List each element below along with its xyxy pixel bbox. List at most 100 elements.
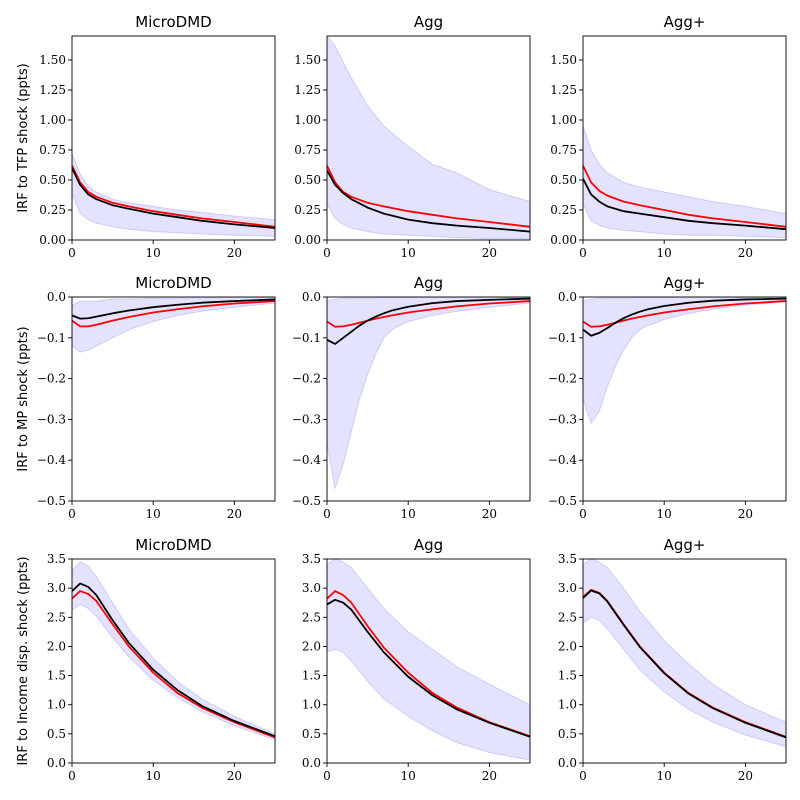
confidence-band xyxy=(327,297,530,489)
x-tick-label: 20 xyxy=(482,769,497,783)
series-line-black xyxy=(72,167,275,229)
series-line-red xyxy=(583,165,786,228)
y-tick-label: 0.0 xyxy=(47,290,66,304)
y-tick-label: −0.3 xyxy=(292,412,321,426)
confidence-band xyxy=(583,125,786,239)
confidence-band xyxy=(583,297,786,425)
axes-frame xyxy=(582,35,787,241)
y-tick-label: 1.25 xyxy=(39,83,66,97)
subplot-title: Agg+ xyxy=(664,274,706,292)
y-tick-label: 0.5 xyxy=(47,727,66,741)
axes-frame xyxy=(326,35,531,241)
y-tick-label: −0.4 xyxy=(292,453,322,467)
y-tick-label: −0.4 xyxy=(548,453,578,467)
x-tick-label: 20 xyxy=(482,246,497,260)
y-tick-label: −0.2 xyxy=(548,372,577,386)
x-tick-label: 10 xyxy=(657,246,672,260)
subplot-2: 0 10 20 0.00 0.25 0.50 0.75 1.00 1.25 1.50 Agg xyxy=(294,13,531,260)
y-tick-label: 2.5 xyxy=(558,610,577,624)
confidence-band xyxy=(583,559,786,748)
subplot-4: 0 10 20 0.0 −0.1 −0.2 −0.3 −0.4 −0.5 MicroDMD IRF … xyxy=(16,274,276,521)
confidence-band xyxy=(327,559,530,761)
x-tick-label: 10 xyxy=(657,769,672,783)
axes-frame xyxy=(582,558,787,764)
series-line-red xyxy=(327,300,530,328)
y-tick-label: 1.50 xyxy=(294,53,321,67)
x-tick-label: 20 xyxy=(227,769,242,783)
y-tick-label: 3.5 xyxy=(558,552,577,566)
axes-frame xyxy=(71,296,276,502)
y-tick-label: 0.25 xyxy=(39,203,66,217)
y-tick-label: 1.0 xyxy=(302,698,321,712)
y-tick-label: 2.5 xyxy=(302,610,321,624)
axes-frame xyxy=(71,35,276,241)
y-tick-label: 0.75 xyxy=(550,143,577,157)
y-tick-label: 0.0 xyxy=(302,290,321,304)
x-tick-label: 0 xyxy=(579,769,587,783)
x-tick-label: 10 xyxy=(401,246,416,260)
series-line-black xyxy=(72,298,275,320)
subplot-5: 0 10 20 0.0 −0.1 −0.2 −0.3 −0.4 −0.5 Agg xyxy=(292,274,531,521)
subplot-title: MicroDMD xyxy=(135,13,211,31)
subplot-title: Agg xyxy=(414,274,443,292)
y-axis-label: IRF to Income disp. shock (ppts) xyxy=(16,556,31,765)
y-tick-label: −0.5 xyxy=(37,494,66,508)
y-tick-label: 0.0 xyxy=(558,290,577,304)
y-tick-label: 2.0 xyxy=(47,639,66,653)
subplot-9: 0 10 20 0.0 0.5 1.0 1.5 2.0 2.5 3.0 3.5 Agg+ xyxy=(558,536,787,783)
y-tick-label: 1.5 xyxy=(47,669,66,683)
y-tick-label: 0.00 xyxy=(294,233,321,247)
x-tick-label: 0 xyxy=(323,246,331,260)
x-tick-label: 20 xyxy=(482,507,497,521)
y-tick-label: 1.25 xyxy=(294,83,321,97)
y-tick-label: 1.50 xyxy=(550,53,577,67)
subplot-title: MicroDMD xyxy=(135,536,211,554)
y-tick-label: −0.2 xyxy=(37,372,66,386)
x-tick-label: 20 xyxy=(227,507,242,521)
subplot-title: Agg xyxy=(414,536,443,554)
y-tick-label: −0.3 xyxy=(37,412,66,426)
series-line-black xyxy=(583,297,786,337)
y-tick-label: 0.50 xyxy=(294,173,321,187)
subplot-title: Agg+ xyxy=(664,536,706,554)
y-tick-label: 1.5 xyxy=(302,669,321,683)
y-tick-label: −0.1 xyxy=(37,331,66,345)
y-tick-label: 3.0 xyxy=(47,581,66,595)
x-tick-label: 0 xyxy=(68,507,76,521)
y-tick-label: 2.5 xyxy=(47,610,66,624)
series-line-red xyxy=(583,300,786,328)
x-tick-label: 10 xyxy=(401,507,416,521)
series-line-black xyxy=(583,589,786,739)
confidence-band xyxy=(72,561,275,741)
y-tick-label: −0.5 xyxy=(292,494,321,508)
series-line-black xyxy=(72,582,275,738)
subplot-title: MicroDMD xyxy=(135,274,211,292)
y-tick-label: 2.0 xyxy=(558,639,577,653)
y-tick-label: 1.00 xyxy=(294,113,321,127)
y-tick-label: 1.25 xyxy=(550,83,577,97)
series-line-red xyxy=(72,165,275,228)
y-tick-label: 0.25 xyxy=(294,203,321,217)
y-tick-label: 1.00 xyxy=(550,113,577,127)
confidence-band xyxy=(72,153,275,237)
x-tick-label: 10 xyxy=(657,507,672,521)
subplot-title: Agg xyxy=(414,13,443,31)
subplot-7: 0 10 20 0.0 0.5 1.0 1.5 2.0 2.5 3.0 3.5 MicroDMD IRF… xyxy=(16,536,276,783)
x-tick-label: 0 xyxy=(323,769,331,783)
y-tick-label: 3.0 xyxy=(558,581,577,595)
y-tick-label: 1.50 xyxy=(39,53,66,67)
y-tick-label: 0.00 xyxy=(39,233,66,247)
series-line-red xyxy=(72,590,275,739)
x-tick-label: 20 xyxy=(738,246,753,260)
y-tick-label: 3.5 xyxy=(302,552,321,566)
series-line-red xyxy=(72,300,275,328)
subplot-3: 0 10 20 0.00 0.25 0.50 0.75 1.00 1.25 1.50 Agg+ xyxy=(550,13,787,260)
y-tick-label: −0.3 xyxy=(548,412,577,426)
y-tick-label: −0.1 xyxy=(548,331,577,345)
x-tick-label: 0 xyxy=(68,246,76,260)
x-tick-label: 20 xyxy=(227,246,242,260)
x-tick-label: 0 xyxy=(579,507,587,521)
x-tick-label: 10 xyxy=(401,769,416,783)
x-tick-label: 0 xyxy=(323,507,331,521)
y-tick-label: 0.5 xyxy=(558,727,577,741)
